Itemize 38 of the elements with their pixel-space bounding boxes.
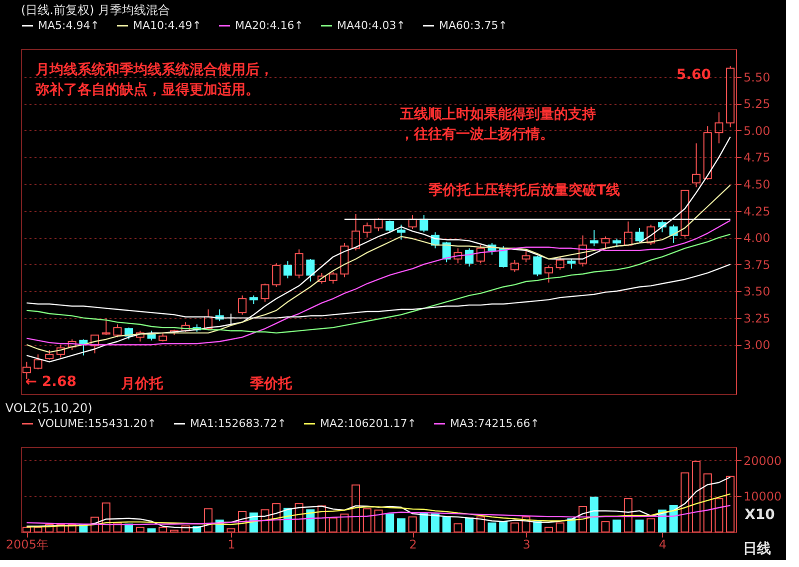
y-tick-label: 10000 bbox=[744, 490, 782, 504]
annotation: 5.60 bbox=[676, 66, 712, 83]
legend-label: MA5:4.94↑ bbox=[38, 18, 100, 32]
y-tick-label: 3.75 bbox=[744, 258, 770, 272]
x-tick-label: 4 bbox=[658, 538, 667, 552]
x-tick-label: 1 bbox=[228, 538, 236, 552]
legend-label: MA10:4.49↑ bbox=[133, 18, 202, 32]
legend-label: MA2:106201.17↑ bbox=[320, 416, 416, 430]
legend-label: MA40:4.03↑ bbox=[337, 18, 406, 32]
x-tick-label: 2005年 bbox=[6, 538, 48, 552]
annotation: 五线顺上时如果能得到量的支持，往往有一波上扬行情。 bbox=[398, 106, 596, 143]
y-tick-label: 5.50 bbox=[744, 70, 770, 84]
legend-label: MA3:74215.66↑ bbox=[450, 416, 540, 430]
y-tick-label: 4.00 bbox=[744, 231, 770, 246]
y-tick-label: 5.25 bbox=[744, 97, 770, 112]
x-tick-label: 2 bbox=[409, 538, 417, 552]
chart-title: VOL2(5,10,20) bbox=[5, 401, 92, 415]
y-tick-label: 4.25 bbox=[744, 204, 770, 218]
legend-label: MA20:4.16↑ bbox=[235, 18, 304, 32]
annotation: 月均线系统和季均线系统混合使用后，弥补了各自的缺点，显得更加适用。 bbox=[34, 60, 274, 98]
legend-label: MA1:152683.72↑ bbox=[190, 416, 286, 430]
annotation: 季价托 bbox=[248, 374, 293, 392]
y-tick-label: 20000 bbox=[744, 454, 782, 468]
x-tick-label: 3 bbox=[522, 538, 530, 552]
chart-title: (日线.前复权) 月季均线混合 bbox=[21, 3, 170, 17]
text: X10 bbox=[744, 507, 776, 524]
legend-label: MA60:3.75↑ bbox=[439, 18, 508, 32]
legend-label: VOLUME:155431.20↑ bbox=[38, 416, 156, 430]
y-tick-label: 3.50 bbox=[744, 284, 770, 299]
y-tick-label: 3.25 bbox=[744, 311, 770, 326]
y-tick-label: 4.75 bbox=[744, 150, 770, 165]
y-tick-label: 3.00 bbox=[744, 338, 770, 352]
y-tick-label: 5.00 bbox=[744, 124, 770, 138]
annotation: 月价托 bbox=[120, 376, 164, 392]
y-tick-label: 4.50 bbox=[744, 178, 770, 192]
annotation: 季价托上压转托后放量突破T线 bbox=[428, 182, 620, 199]
annotation: ← 2.68 bbox=[25, 374, 76, 390]
text: 日线 bbox=[743, 541, 772, 558]
